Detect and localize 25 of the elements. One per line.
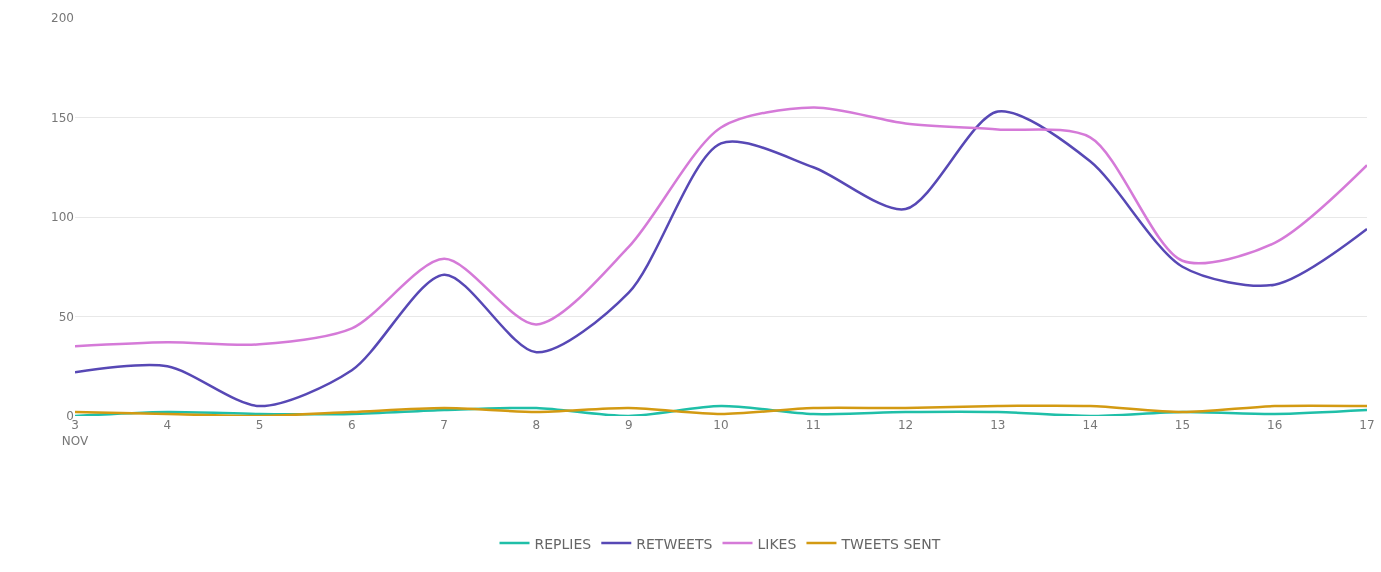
line-series bbox=[75, 106, 1367, 348]
legend-label: LIKES bbox=[757, 535, 797, 552]
y-tick-label: 150 bbox=[51, 110, 74, 125]
y-tick-label: 200 bbox=[51, 11, 74, 26]
x-tick-label: 13 bbox=[990, 418, 1006, 432]
x-tick-label: 7 bbox=[440, 418, 448, 432]
x-tick-label: 6 bbox=[348, 418, 356, 432]
y-tick-label: 50 bbox=[58, 309, 74, 324]
x-tick-label: 16 bbox=[1267, 418, 1283, 432]
x-tick-label: 12 bbox=[897, 418, 914, 432]
line-series bbox=[75, 110, 1367, 408]
x-tick-label: 15 bbox=[1174, 418, 1191, 432]
x-tick-label: 11 bbox=[805, 418, 821, 432]
legend-label: TWEETS SENT bbox=[840, 535, 941, 552]
x-tick-label: 8 bbox=[532, 418, 541, 432]
x-tick-label: 17 bbox=[1359, 418, 1375, 432]
legend-label: REPLIES bbox=[534, 535, 592, 552]
legend-label: RETWEETS bbox=[636, 535, 713, 552]
x-tick-label: 14 bbox=[1082, 418, 1098, 432]
x-tick-label: 4 bbox=[163, 418, 172, 432]
x-tick-label: 5 bbox=[255, 418, 264, 432]
y-tick-label: 100 bbox=[51, 210, 74, 225]
x-tick-label: 10 bbox=[713, 418, 729, 432]
y-tick-label: 0 bbox=[66, 409, 74, 424]
x-tick-label: 9 bbox=[624, 418, 633, 432]
